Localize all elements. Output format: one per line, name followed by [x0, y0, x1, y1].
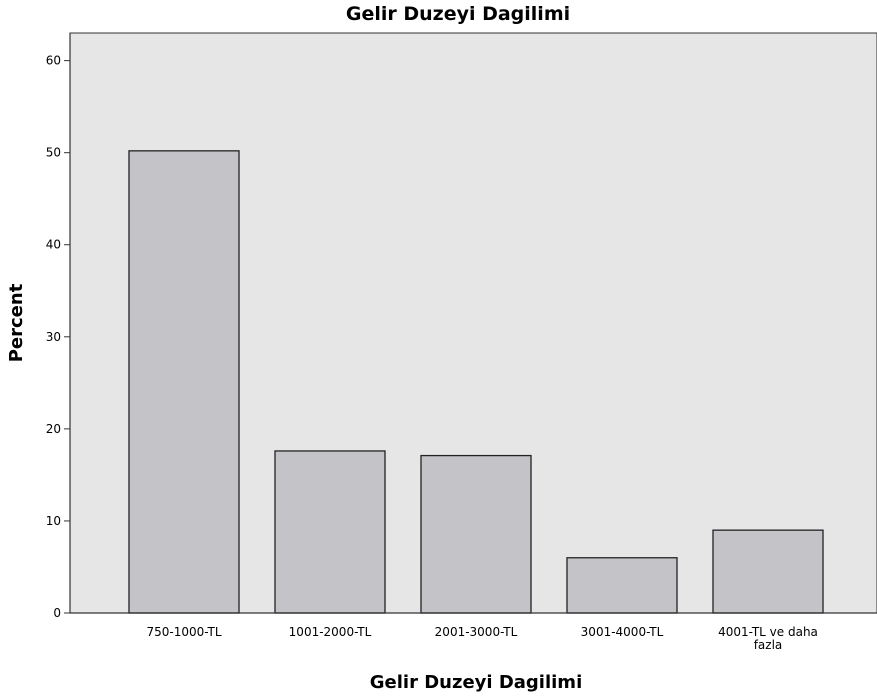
x-tick-label: 3001-4000-TL	[581, 625, 664, 639]
x-axis: 750-1000-TL 1001-2000-TL 2001-3000-TL 3001-…	[70, 612, 877, 652]
bar	[274, 450, 386, 614]
x-axis-title: Gelir Duzeyi Dagilimi	[370, 672, 582, 693]
bar	[712, 529, 824, 614]
y-tick-label: 50	[46, 146, 61, 160]
y-tick-label: 60	[46, 54, 61, 68]
y-tick-label: 30	[46, 330, 61, 344]
x-tick-label: 2001-3000-TL	[435, 625, 518, 639]
y-tick-label: 0	[53, 606, 61, 620]
x-tick-label: 4001-TL ve daha fazla	[718, 625, 818, 652]
x-tick-label: 1001-2000-TL	[289, 625, 372, 639]
y-axis-title: Percent	[6, 283, 27, 362]
bar	[420, 454, 532, 614]
y-tick-label: 40	[46, 238, 61, 252]
y-tick-label: 10	[46, 514, 61, 528]
x-tick-label: 750-1000-TL	[146, 625, 221, 639]
y-tick-label: 20	[46, 422, 61, 436]
chart-title: Gelir Duzeyi Dagilimi	[346, 3, 570, 25]
y-axis: 0 10 20 30 40 50 60	[46, 33, 71, 620]
bar	[566, 557, 678, 614]
bars	[128, 150, 824, 614]
bar	[128, 150, 240, 614]
